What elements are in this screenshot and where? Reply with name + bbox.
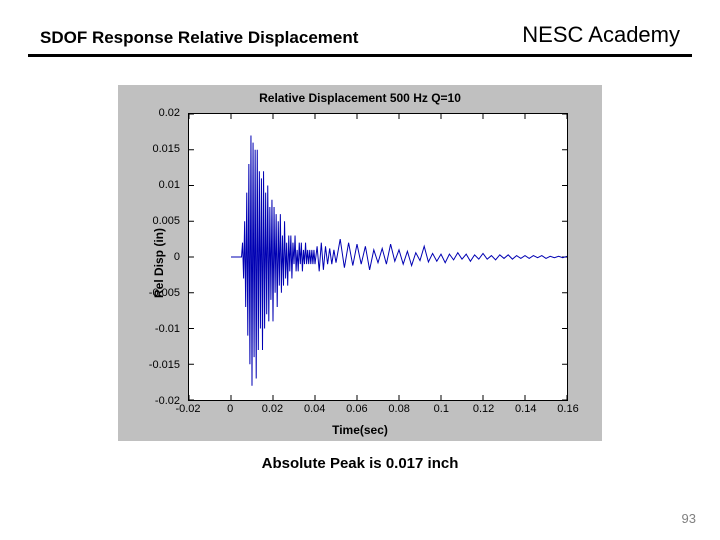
- x-tick-label: 0: [227, 403, 233, 415]
- x-tick-label: 0.14: [515, 403, 536, 415]
- x-tick-label: 0.02: [262, 403, 283, 415]
- y-tick-label: 0.015: [152, 143, 180, 155]
- chart-caption: Absolute Peak is 0.017 inch: [0, 455, 720, 472]
- y-tick-label: -0.015: [149, 359, 180, 371]
- y-ticks: -0.02-0.015-0.01-0.00500.0050.010.0150.0…: [118, 113, 184, 401]
- x-tick-label: 0.16: [557, 403, 578, 415]
- x-tick-label: 0.12: [473, 403, 494, 415]
- y-tick-label: -0.005: [149, 287, 180, 299]
- x-tick-label: 0.08: [388, 403, 409, 415]
- y-tick-label: 0.02: [159, 107, 180, 119]
- plot-area: [188, 113, 568, 401]
- chart-title: Relative Displacement 500 Hz Q=10: [118, 91, 602, 105]
- y-tick-label: 0: [174, 251, 180, 263]
- x-tick-label: -0.02: [175, 403, 200, 415]
- chart-figure: Relative Displacement 500 Hz Q=10 Rel Di…: [118, 85, 602, 441]
- y-tick-label: 0.01: [159, 179, 180, 191]
- x-axis-label: Time(sec): [118, 423, 602, 437]
- header: SDOF Response Relative Displacement NESC…: [0, 0, 720, 54]
- x-tick-label: 0.1: [434, 403, 449, 415]
- x-tick-label: 0.06: [346, 403, 367, 415]
- page-number: 93: [682, 511, 696, 526]
- x-ticks: -0.0200.020.040.060.080.10.120.140.16: [188, 403, 568, 419]
- slide-page: SDOF Response Relative Displacement NESC…: [0, 0, 720, 540]
- y-tick-label: 0.005: [152, 215, 180, 227]
- x-tick-label: 0.04: [304, 403, 325, 415]
- slide-title: SDOF Response Relative Displacement: [40, 28, 358, 48]
- y-tick-label: -0.01: [155, 323, 180, 335]
- title-divider: [28, 54, 692, 57]
- line-series: [189, 114, 567, 400]
- brand-title: NESC Academy: [522, 22, 680, 48]
